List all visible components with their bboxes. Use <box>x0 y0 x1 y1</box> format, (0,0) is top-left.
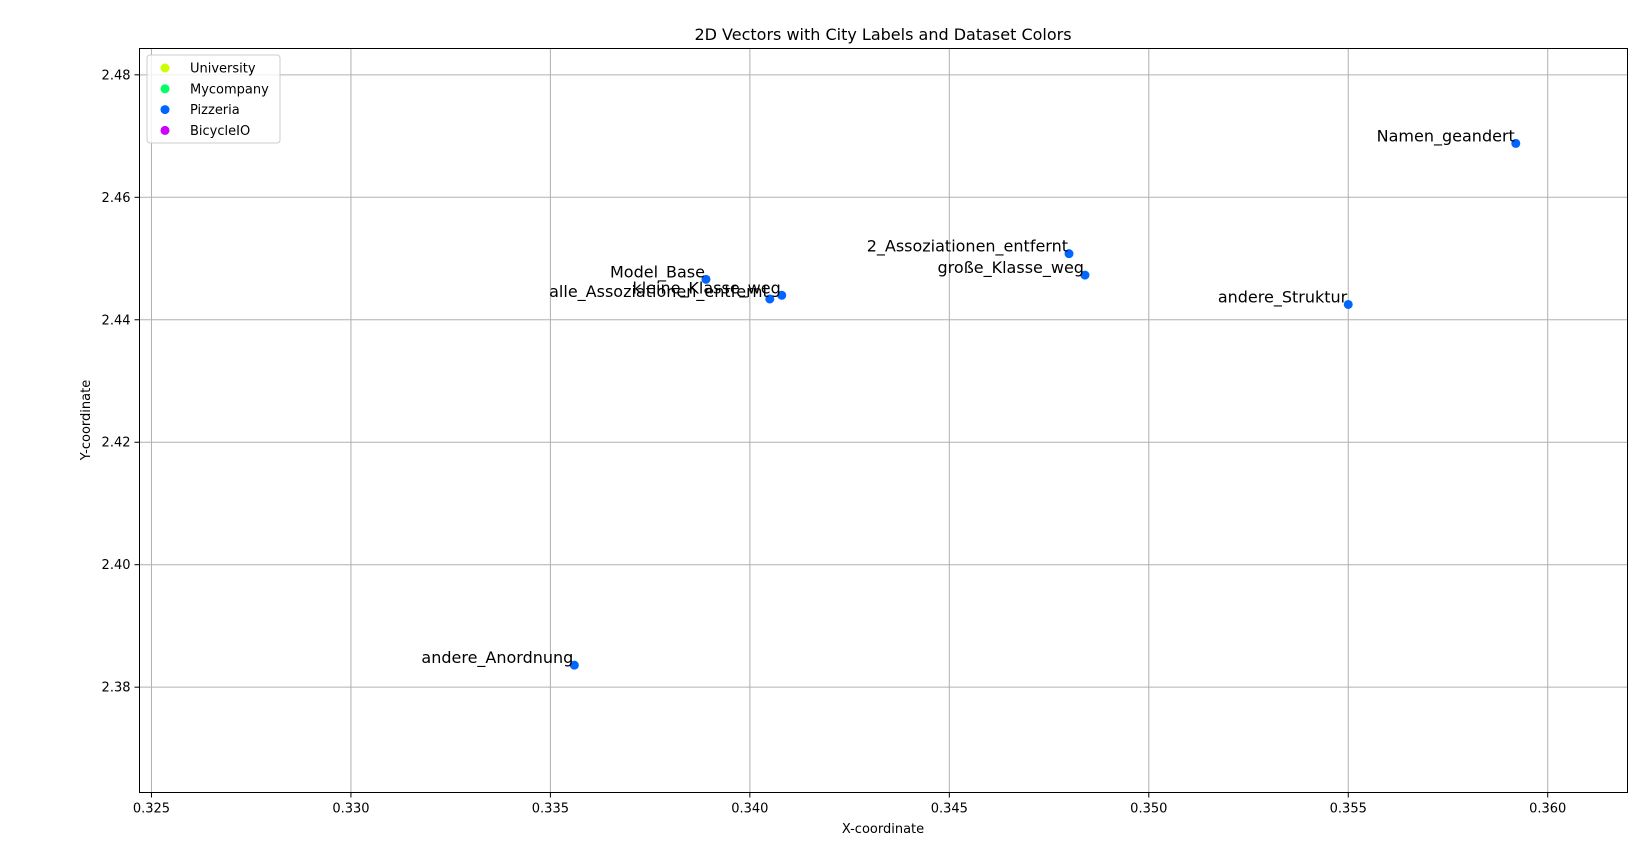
legend-box <box>146 54 281 144</box>
y-tick-label: 2.38 <box>102 681 131 696</box>
x-axis-label: X-coordinate <box>842 822 924 837</box>
point-labels: Namen_geandert 2_Assoziationen_entferntgr… <box>421 126 1514 668</box>
legend-marker <box>160 125 170 135</box>
data-point <box>569 660 579 670</box>
data-point <box>777 290 787 300</box>
legend-label: Mycompany <box>190 82 269 97</box>
point-label: 2_Assoziationen_entfernt <box>867 237 1068 257</box>
legend: University Mycompany Pizzeria BicycleIO <box>146 54 281 144</box>
x-tick-label: 0.350 <box>1130 802 1167 817</box>
y-axis-label: Y-coordinate <box>79 380 94 461</box>
data-point <box>1511 138 1521 148</box>
legend-marker <box>160 105 170 115</box>
x-tick-label: 0.360 <box>1529 802 1566 817</box>
legend-label: BicycleIO <box>190 124 250 139</box>
point-label: andere_Anordnung <box>421 648 573 668</box>
x-tick-label: 0.335 <box>532 802 569 817</box>
point-label: alle_Assoziationen_entfernt <box>549 282 769 302</box>
data-point <box>1080 270 1090 280</box>
chart-title: 2D Vectors with City Labels and Dataset … <box>694 25 1071 44</box>
plot-area-frame <box>139 48 1628 793</box>
y-tick-label: 2.46 <box>102 191 131 206</box>
x-tick-label: 0.330 <box>332 802 369 817</box>
point-label: Namen_geandert <box>1377 126 1515 146</box>
point-label: kleine_Klasse_weg <box>632 278 780 298</box>
y-tick-label: 2.42 <box>102 436 131 451</box>
data-point <box>765 294 775 304</box>
data-point <box>701 274 711 284</box>
point-label: große_Klasse_weg <box>938 258 1084 278</box>
x-tick-label: 0.325 <box>133 802 170 817</box>
axis-ticks: 0.325 0.330 0.335 0.340 0.345 0.350 0.355 0.360… <box>102 68 1567 816</box>
legend-marker <box>160 84 170 94</box>
y-tick-label: 2.40 <box>102 558 131 573</box>
data-point <box>1064 249 1074 259</box>
legend-label: Pizzeria <box>190 103 240 118</box>
x-tick-label: 0.340 <box>731 802 768 817</box>
y-tick-label: 2.44 <box>102 313 131 328</box>
x-tick-label: 0.355 <box>1330 802 1367 817</box>
point-label: andere_Struktur <box>1218 287 1348 307</box>
y-tick-label: 2.48 <box>102 68 131 83</box>
data-points <box>569 138 1521 670</box>
point-label: Model_Base <box>610 262 705 282</box>
legend-marker <box>160 63 170 73</box>
x-tick-label: 0.345 <box>931 802 968 817</box>
legend-label: University <box>190 62 256 77</box>
grid-lines <box>139 48 1628 793</box>
data-point <box>1343 299 1353 309</box>
